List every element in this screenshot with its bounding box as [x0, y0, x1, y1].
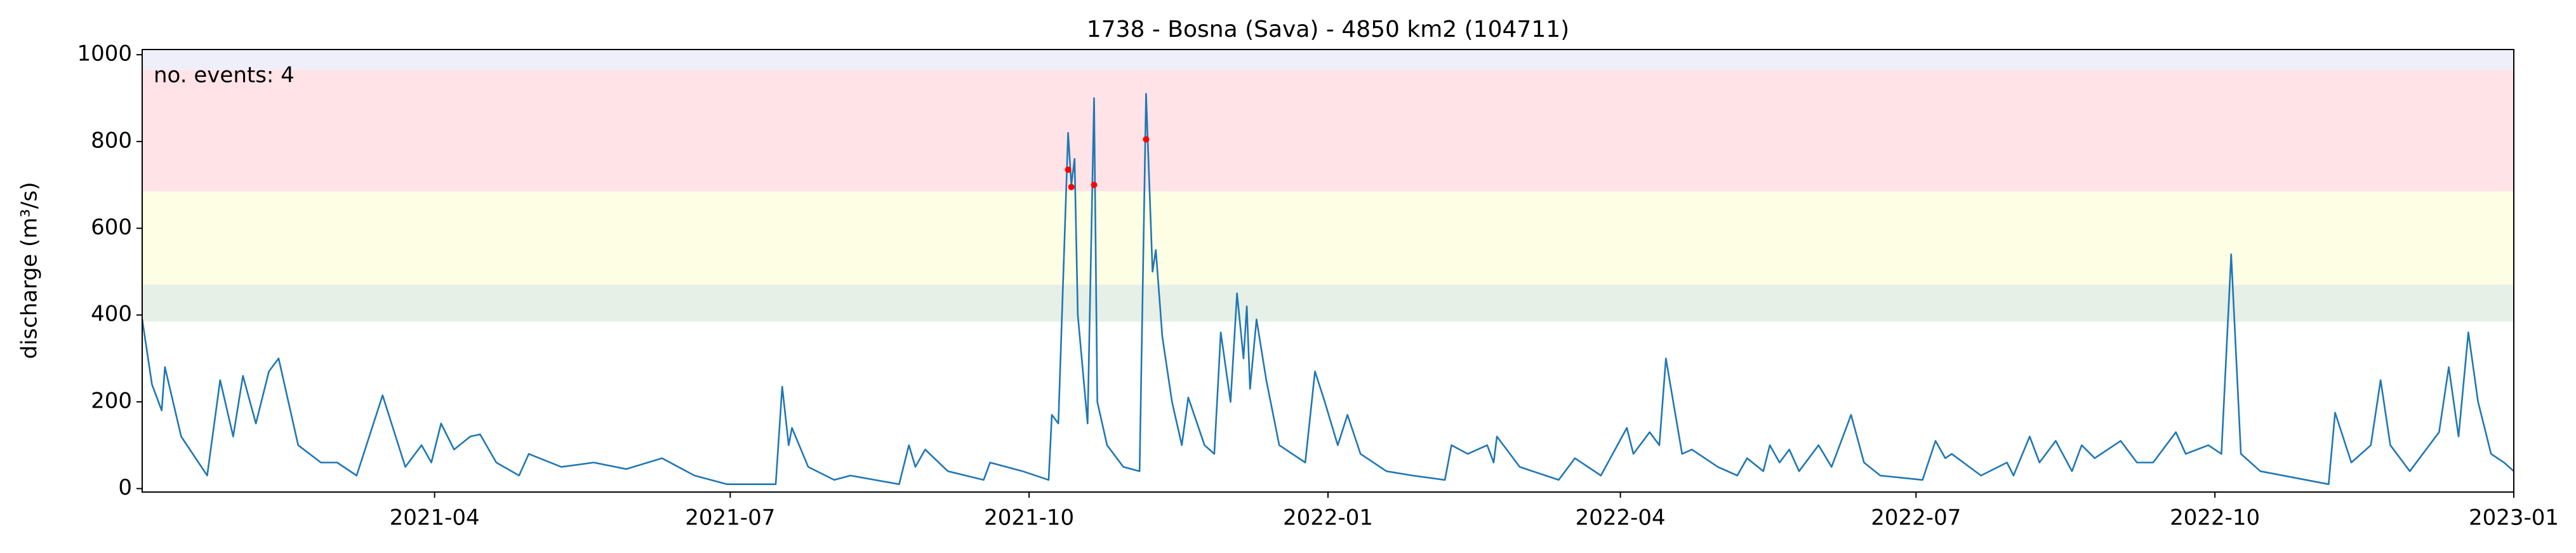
- x-tick-label: 2023-01: [2469, 505, 2559, 531]
- chart-title: 1738 - Bosna (Sava) - 4850 km2 (104711): [1087, 17, 1569, 43]
- x-tick-label: 2021-07: [685, 505, 775, 531]
- event-point: [1091, 182, 1098, 189]
- x-tick-label: 2022-04: [1576, 505, 1666, 531]
- y-tick-label: 0: [118, 475, 132, 500]
- y-tick-label: 800: [91, 128, 132, 153]
- y-tick-label: 1000: [77, 41, 132, 67]
- x-tick-label: 2021-10: [984, 505, 1074, 531]
- y-tick-label: 200: [91, 388, 132, 413]
- x-tick-label: 2022-07: [1871, 505, 1961, 531]
- y-axis-label: discharge (m³/s): [17, 182, 43, 359]
- x-tick-label: 2021-04: [390, 505, 480, 531]
- threshold-band: [142, 191, 2514, 285]
- x-tick-label: 2022-10: [2170, 505, 2260, 531]
- event-point: [1068, 183, 1075, 190]
- threshold-band: [142, 50, 2514, 70]
- threshold-band: [142, 70, 2514, 192]
- events-annotation: no. events: 4: [154, 63, 295, 88]
- discharge-line: [141, 93, 2514, 485]
- event-point: [1065, 166, 1072, 173]
- event-point: [1143, 136, 1150, 143]
- threshold-band: [142, 284, 2514, 322]
- plot-frame: [142, 49, 2514, 493]
- x-tick-label: 2022-01: [1283, 505, 1373, 531]
- y-tick-label: 400: [91, 302, 132, 327]
- y-tick-label: 600: [91, 215, 132, 240]
